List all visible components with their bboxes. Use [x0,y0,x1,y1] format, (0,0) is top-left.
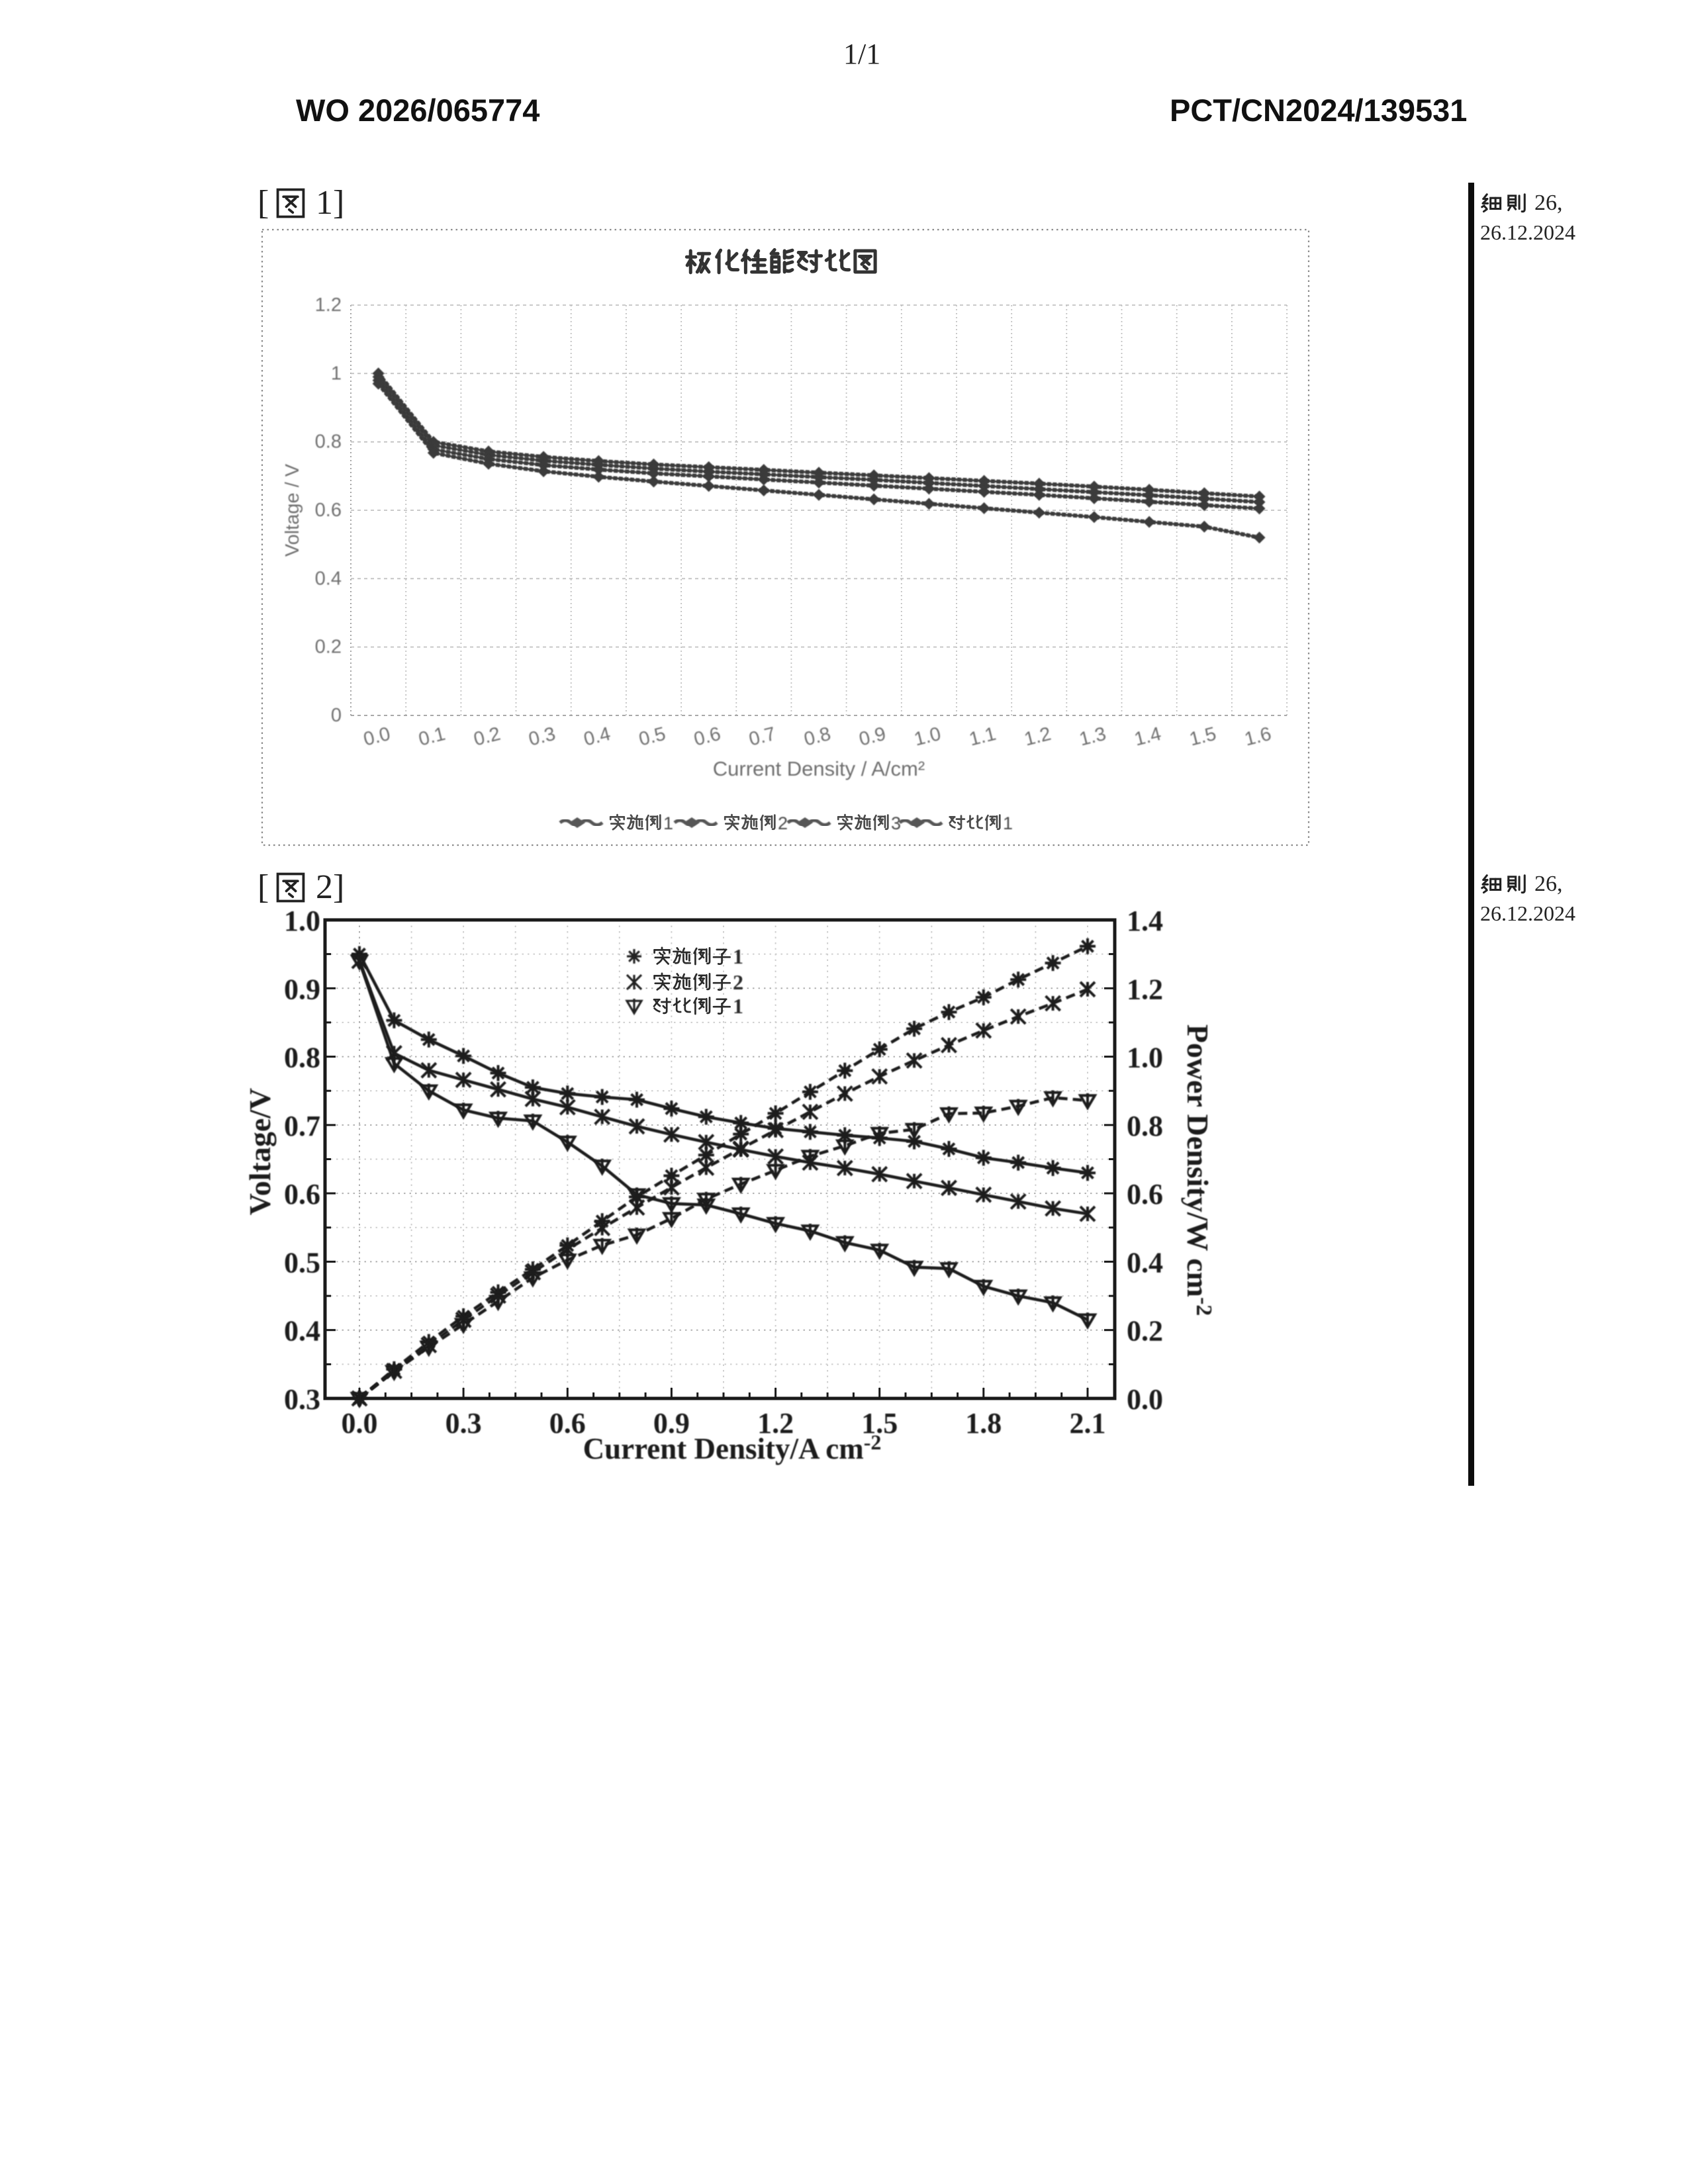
svg-text:0: 0 [331,705,342,726]
svg-text:0.6: 0.6 [1127,1178,1163,1210]
svg-text:0.5: 0.5 [284,1246,320,1279]
svg-text:Voltage / V: Voltage / V [282,463,303,557]
svg-text:0.3: 0.3 [526,723,557,751]
svg-text:0.0: 0.0 [342,1407,378,1439]
svg-text:0.2: 0.2 [315,637,342,658]
svg-text:2: 2 [733,970,743,994]
svg-text:0.9: 0.9 [653,1407,690,1439]
svg-text:1.1: 1.1 [967,723,998,751]
svg-text:1.2: 1.2 [1127,973,1163,1005]
svg-text:1.5: 1.5 [1188,723,1219,751]
svg-text:0.0: 0.0 [361,723,393,751]
svg-text:0.8: 0.8 [802,723,833,751]
svg-text:1: 1 [331,363,342,384]
svg-text:1.2: 1.2 [757,1407,794,1439]
svg-text:26,: 26, [1534,191,1563,215]
svg-text:2: 2 [778,813,788,833]
svg-text:Voltage/V: Voltage/V [243,1088,277,1216]
svg-text:1.8: 1.8 [965,1407,1002,1439]
svg-text:1.2: 1.2 [1022,723,1053,751]
svg-text:1.5: 1.5 [861,1407,898,1439]
svg-text:1.0: 1.0 [1127,1042,1163,1074]
svg-text:1: 1 [733,994,743,1018]
svg-text:0.4: 0.4 [582,723,613,751]
svg-text:1.0: 1.0 [284,905,320,937]
svg-text:0.8: 0.8 [1127,1110,1163,1142]
svg-text:0.0: 0.0 [1127,1383,1163,1416]
svg-text:0.4: 0.4 [284,1315,320,1347]
svg-text:1.4: 1.4 [1132,723,1163,751]
svg-text:1: 1 [733,944,743,968]
svg-text:Current Density/A cm-2: Current Density/A cm-2 [583,1430,882,1465]
svg-text:1.0: 1.0 [912,723,943,751]
svg-text:Power Density/W cm-2: Power Density/W cm-2 [1181,1024,1216,1316]
svg-text:0.9: 0.9 [857,723,888,751]
svg-text:0.7: 0.7 [747,723,778,751]
svg-text:0.8: 0.8 [315,432,342,453]
svg-text:0.9: 0.9 [284,973,320,1005]
svg-text:0.3: 0.3 [445,1407,482,1439]
svg-text:0.6: 0.6 [549,1407,586,1439]
svg-text:1: 1 [1003,813,1013,833]
svg-text:0.5: 0.5 [637,723,668,751]
svg-text:0.6: 0.6 [315,500,342,521]
svg-text:0.8: 0.8 [284,1042,320,1074]
svg-text:2.1: 2.1 [1070,1407,1106,1439]
svg-text:0.2: 0.2 [471,723,502,751]
svg-text:0.6: 0.6 [284,1178,320,1210]
svg-text:0.4: 0.4 [1127,1246,1163,1279]
svg-text:0.1: 0.1 [416,723,447,751]
svg-text:0.4: 0.4 [315,568,342,589]
svg-text:1: 1 [663,813,673,833]
svg-text:1.6: 1.6 [1243,723,1274,751]
svg-text:3: 3 [891,813,901,833]
svg-text:0.3: 0.3 [284,1383,320,1416]
svg-text:0.6: 0.6 [692,723,723,751]
svg-text:1.2: 1.2 [315,295,342,316]
svg-text:1.3: 1.3 [1077,723,1108,751]
svg-text:Current Density / A/cm²: Current Density / A/cm² [713,757,925,780]
svg-text:0.2: 0.2 [1127,1315,1163,1347]
svg-text:0.7: 0.7 [284,1110,320,1142]
svg-text:1.4: 1.4 [1127,905,1163,937]
svg-text:26,: 26, [1534,872,1563,896]
